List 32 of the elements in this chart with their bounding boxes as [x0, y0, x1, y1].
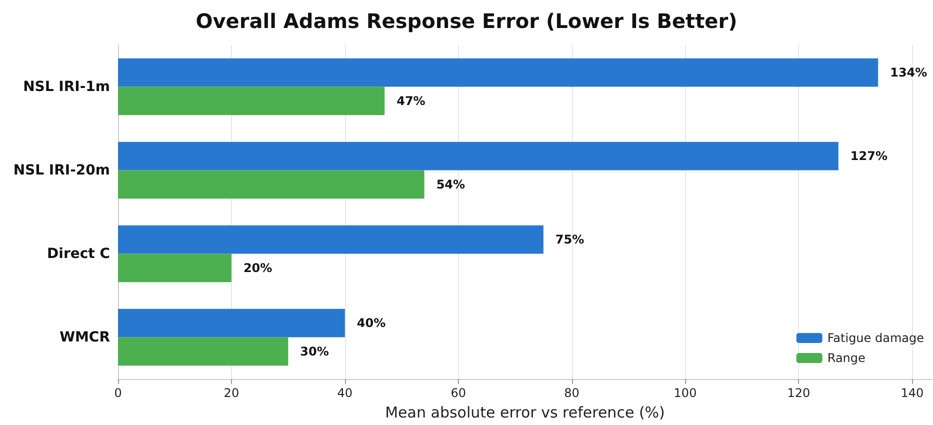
data-label: 54%: [436, 177, 466, 192]
x-tick-label: 100: [674, 386, 697, 400]
bar: [118, 254, 232, 282]
data-label: 20%: [243, 260, 272, 275]
bar: [118, 308, 345, 338]
x-tick-label: 20: [224, 386, 240, 400]
data-label: 40%: [356, 316, 386, 330]
data-label: 127%: [850, 149, 888, 164]
bar: [118, 58, 878, 87]
y-tick-label: Direct C: [47, 246, 110, 262]
x-tick-label: 40: [337, 386, 353, 400]
x-tick-label: 140: [900, 386, 924, 400]
bar: [118, 170, 424, 199]
data-label: 75%: [555, 232, 584, 247]
x-tick-label: 120: [787, 386, 810, 400]
bar: [118, 337, 288, 366]
x-tick-label: 60: [450, 386, 466, 400]
data-label: 134%: [890, 66, 928, 80]
data-label: 30%: [300, 344, 329, 358]
legend-label: Fatigue damage: [827, 331, 924, 345]
y-tick-label: WMCR: [60, 329, 110, 346]
x-axis-title: Mean absolute error vs reference (%): [385, 404, 665, 422]
y-tick-label: NSL IRI-20m: [13, 162, 110, 178]
bar: [118, 142, 838, 170]
y-tick-label: NSL IRI-1m: [23, 78, 110, 95]
legend-label: Range: [827, 351, 866, 365]
chart-title: Overall Adams Response Error (Lower Is Better): [196, 9, 738, 33]
bar: [118, 225, 544, 254]
x-tick-label: 80: [564, 386, 580, 400]
data-label: 47%: [396, 94, 426, 108]
bar: [118, 86, 385, 116]
x-tick-label: 0: [114, 386, 122, 400]
